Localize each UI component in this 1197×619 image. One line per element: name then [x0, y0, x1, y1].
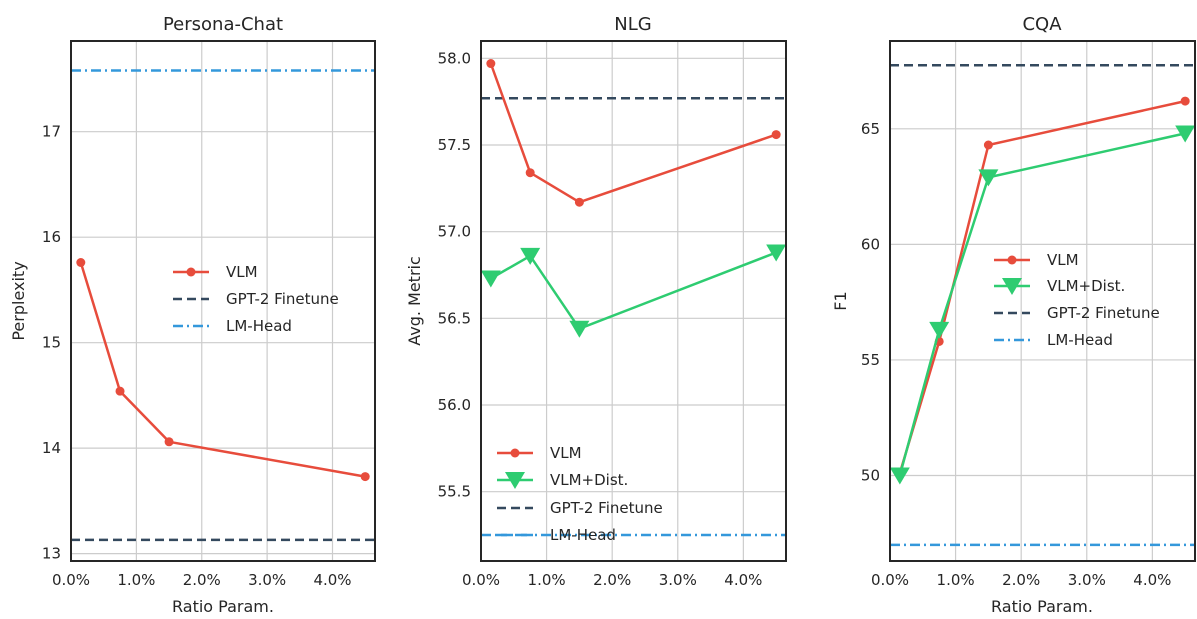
- plot-frame: [889, 40, 1196, 562]
- data-point-vlm: [1180, 96, 1190, 106]
- data-point-vlm: [115, 386, 125, 396]
- legend-label-gpt2-finetune: GPT-2 Finetune: [550, 499, 663, 517]
- legend: VLM GPT-2 Finetune LM-Head: [173, 263, 339, 335]
- y-tick-label: 15: [42, 334, 61, 352]
- legend-label-gpt2-finetune: GPT-2 Finetune: [226, 290, 339, 308]
- legend-label-lm-head: LM-Head: [1047, 331, 1113, 349]
- legend-label-gpt2-finetune: GPT-2 Finetune: [1047, 304, 1160, 322]
- data-point-vlm-dist: [889, 467, 910, 485]
- x-tick-label: 4.0%: [1133, 571, 1171, 589]
- legend-label-vlm-dist: VLM+Dist.: [1047, 277, 1125, 295]
- x-tick-label: 2.0%: [183, 571, 221, 589]
- series-line-vlm: [898, 99, 1186, 474]
- y-axis-label: Avg. Metric: [405, 256, 424, 346]
- x-tick-label: 1.0%: [117, 571, 155, 589]
- data-point-vlm-dist: [978, 169, 999, 187]
- y-tick-label: 16: [42, 228, 61, 246]
- x-axis-label: Ratio Param.: [172, 597, 274, 616]
- legend: VLM VLM+Dist. GPT-2 Finetune LM-Head: [994, 251, 1160, 349]
- data-point-vlm: [574, 197, 584, 207]
- legend-label-lm-head: LM-Head: [550, 526, 616, 544]
- x-tick-label: 0.0%: [871, 571, 909, 589]
- panel-nlg: NLG Avg. Metric 55.5 56.0 56.5 57.0 57.5 58.0…: [405, 14, 787, 589]
- y-tick-label: 57.0: [438, 223, 471, 241]
- data-point-vlm: [525, 168, 535, 178]
- x-axis-label: Ratio Param.: [991, 597, 1093, 616]
- y-tick-label: 55.5: [438, 483, 471, 501]
- legend-label-vlm: VLM: [550, 444, 582, 462]
- legend: VLM VLM+Dist. GPT-2 Finetune LM-Head: [497, 444, 663, 544]
- legend-marker-vlm: [186, 267, 196, 277]
- data-point-vlm: [486, 59, 496, 69]
- y-tick-label: 17: [42, 123, 61, 141]
- y-tick-label: 14: [42, 439, 61, 457]
- x-tick-label: 3.0%: [248, 571, 286, 589]
- legend-label-vlm: VLM: [226, 263, 258, 281]
- panel-persona-chat: Persona-Chat Ratio Param. Perplexity 13 1…: [9, 14, 376, 616]
- x-tick-label: 1.0%: [528, 571, 566, 589]
- plot-frame: [480, 40, 787, 562]
- plot-frame: [70, 40, 376, 562]
- data-point-vlm: [360, 472, 370, 482]
- series-line-vlm: [489, 63, 777, 204]
- data-point-vlm-dist: [520, 247, 541, 265]
- x-tick-label: 1.0%: [937, 571, 975, 589]
- legend-marker-vlm-dist: [505, 472, 525, 489]
- y-tick-label: 56.0: [438, 396, 471, 414]
- data-point-vlm-dist: [1175, 125, 1196, 143]
- y-tick-label: 65: [861, 120, 880, 138]
- data-point-vlm: [76, 258, 86, 268]
- x-tick-label: 2.0%: [1002, 571, 1040, 589]
- y-axis-label: F1: [831, 291, 850, 310]
- data-point-vlm: [771, 130, 781, 140]
- series-line-vlm-dist: [490, 251, 777, 330]
- y-tick-label: 58.0: [438, 49, 471, 67]
- series-line-vlm-dist: [898, 132, 1186, 476]
- x-tick-label: 3.0%: [659, 571, 697, 589]
- x-tick-label: 0.0%: [52, 571, 90, 589]
- data-point-vlm-dist: [929, 321, 950, 339]
- chart-title: Persona-Chat: [163, 14, 283, 35]
- panel-cqa: CQA Ratio Param. F1 50 55 60 65 0.0% 1.0% 2.0…: [831, 14, 1196, 616]
- data-point-vlm-dist: [480, 270, 501, 288]
- y-axis-label: Perplexity: [9, 261, 28, 340]
- x-tick-label: 4.0%: [313, 571, 351, 589]
- x-tick-label: 3.0%: [1068, 571, 1106, 589]
- legend-marker-vlm-dist: [1002, 278, 1022, 295]
- data-point-vlm-dist: [766, 244, 787, 262]
- series-line-vlm: [79, 262, 366, 478]
- data-point-vlm: [164, 437, 174, 447]
- y-tick-label: 56.5: [438, 309, 471, 327]
- y-tick-label: 55: [861, 351, 880, 369]
- x-tick-label: 2.0%: [593, 571, 631, 589]
- data-point-vlm-dist: [569, 320, 590, 338]
- x-tick-label: 4.0%: [724, 571, 762, 589]
- chart-title: CQA: [1022, 14, 1062, 35]
- y-tick-label: 57.5: [438, 136, 471, 154]
- y-tick-label: 13: [42, 545, 61, 563]
- chart-title: NLG: [614, 14, 651, 35]
- y-tick-label: 50: [861, 466, 880, 484]
- y-tick-label: 60: [861, 235, 880, 253]
- legend-label-lm-head: LM-Head: [226, 317, 292, 335]
- legend-marker-vlm: [1007, 255, 1017, 265]
- legend-label-vlm-dist: VLM+Dist.: [550, 471, 628, 489]
- data-point-vlm: [983, 140, 993, 150]
- x-tick-label: 0.0%: [462, 571, 500, 589]
- legend-marker-vlm: [510, 448, 520, 458]
- legend-label-vlm: VLM: [1047, 251, 1079, 269]
